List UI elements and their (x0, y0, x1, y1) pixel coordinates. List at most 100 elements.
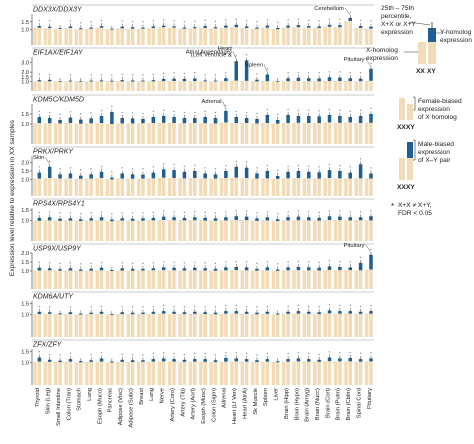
legend-significance: * X+X ≠ X+Y, FDR < 0.05 (391, 202, 432, 217)
bar-xy-y (151, 117, 156, 123)
bar-x (157, 219, 162, 241)
bar-x (64, 314, 68, 337)
significance-star: * (132, 305, 134, 310)
significance-star: * (360, 19, 362, 24)
bar-xy-base (120, 28, 125, 45)
bar-x (147, 81, 151, 91)
significance-star: * (266, 304, 268, 309)
bar-xy-y (348, 78, 353, 82)
significance-star: * (132, 353, 134, 358)
bar-xy-base (89, 28, 93, 45)
bar-x (364, 122, 369, 144)
bar-xy-y (296, 171, 301, 178)
bar-xy-base (317, 27, 321, 45)
bar-x (323, 178, 327, 196)
x-tick-label: Lung (87, 388, 93, 401)
bar-xy-base (213, 28, 218, 45)
bar-xy-base (79, 81, 83, 91)
bar-x (261, 178, 265, 196)
significance-star: * (90, 111, 92, 116)
bar-xy-base (275, 178, 280, 196)
bar-xy-y (213, 218, 218, 221)
bar-xy-y (244, 359, 249, 362)
bar-xy-y (79, 119, 83, 124)
significance-star: * (152, 210, 154, 215)
bar-x (230, 361, 234, 385)
significance-star: * (266, 260, 268, 265)
bar-x (85, 361, 89, 385)
bar-x (85, 123, 89, 144)
bar-x (261, 81, 265, 91)
bar-x (157, 313, 162, 337)
bar-x (64, 270, 68, 289)
bar-xy-base (110, 362, 114, 385)
significance-star: * (142, 112, 144, 117)
bar-x (209, 362, 213, 385)
bar-x (85, 220, 89, 241)
bar-xy-base (348, 313, 353, 337)
bar-xy-base (327, 219, 332, 241)
bar-xy-base (265, 313, 270, 337)
significance-star: * (70, 73, 72, 78)
y-tick-label: 1.0 (21, 28, 29, 34)
bar-xy-y (99, 217, 104, 221)
bar-xy-base (47, 220, 52, 241)
significance-star: * (121, 166, 123, 171)
bar-x (64, 123, 68, 144)
bar-x (188, 123, 193, 144)
bar-x (178, 28, 182, 45)
bar-xy-y (99, 171, 104, 178)
bar-x (178, 314, 182, 337)
bar-xy-y (89, 218, 93, 221)
bar-x (344, 178, 348, 196)
significance-star: * (70, 166, 72, 171)
bar-x (323, 219, 327, 241)
y-tick-label: 1.5 (21, 260, 29, 266)
significance-star: * (246, 111, 248, 116)
x-tick-label: Esoph (Musc) (201, 388, 207, 424)
annotation-label: Heart (218, 46, 233, 52)
significance-star: * (101, 19, 103, 24)
bar-xy-base (37, 178, 42, 196)
significance-star: * (204, 352, 206, 357)
bar-xy-y (37, 172, 42, 179)
bar-xy-base (203, 220, 207, 241)
bar-xy-y (338, 216, 342, 221)
bar-xy-y (37, 311, 42, 315)
bar-xy-base (99, 123, 104, 144)
significance-star: * (70, 19, 72, 24)
bar-xy-base (110, 179, 114, 196)
bar-xy-y (369, 358, 373, 362)
bar-x (209, 28, 213, 45)
bar-xy-y (234, 358, 239, 362)
bar-xy-base (130, 362, 135, 385)
significance-star: * (256, 211, 258, 216)
significance-star: * (287, 71, 289, 76)
bar-x (136, 220, 141, 241)
bar-xy-base (265, 178, 270, 196)
bar-xy-y (120, 173, 125, 179)
significance-star: * (173, 163, 175, 168)
panel-7: KDM6A/UTY 1.0 1.5 * * * * * * * * * * * * * * * * * * * * * * * * *… (21, 291, 374, 337)
bar-xy-y (327, 357, 332, 362)
significance-star: * (246, 160, 248, 165)
bar-x (292, 270, 296, 289)
significance-star: * (349, 10, 351, 15)
bar-xy-base (234, 270, 239, 289)
bar-x (292, 80, 296, 91)
bar-x (126, 123, 131, 144)
bar-x (199, 81, 203, 91)
bar-xy-base (234, 27, 239, 45)
y-tick-label: 3.0 (21, 61, 29, 67)
bar-xy-y (213, 174, 218, 179)
bar-xy-base (234, 177, 239, 196)
significance-star: * (173, 352, 175, 357)
significance-star: * (318, 305, 320, 310)
significance-star: * (173, 71, 175, 76)
bar-xy-y (348, 17, 353, 21)
bar-x (271, 220, 276, 241)
significance-star: * (80, 112, 82, 117)
bar-x (219, 178, 224, 196)
bar-xy-base (47, 28, 52, 45)
bar-xy-base (172, 27, 176, 45)
